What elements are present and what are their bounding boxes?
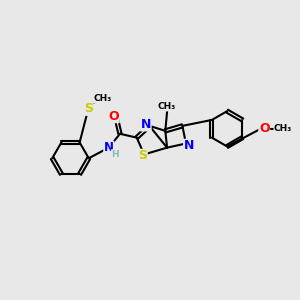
Text: N: N xyxy=(141,118,151,131)
Text: N: N xyxy=(104,141,114,154)
Text: N: N xyxy=(184,140,194,152)
Text: H: H xyxy=(111,150,119,159)
Text: CH₃: CH₃ xyxy=(158,102,176,111)
Text: CH₃: CH₃ xyxy=(274,124,292,133)
Text: S: S xyxy=(138,149,147,162)
Text: O: O xyxy=(259,122,270,135)
Text: S: S xyxy=(84,102,93,115)
Text: CH₃: CH₃ xyxy=(93,94,111,103)
Text: O: O xyxy=(109,110,119,123)
